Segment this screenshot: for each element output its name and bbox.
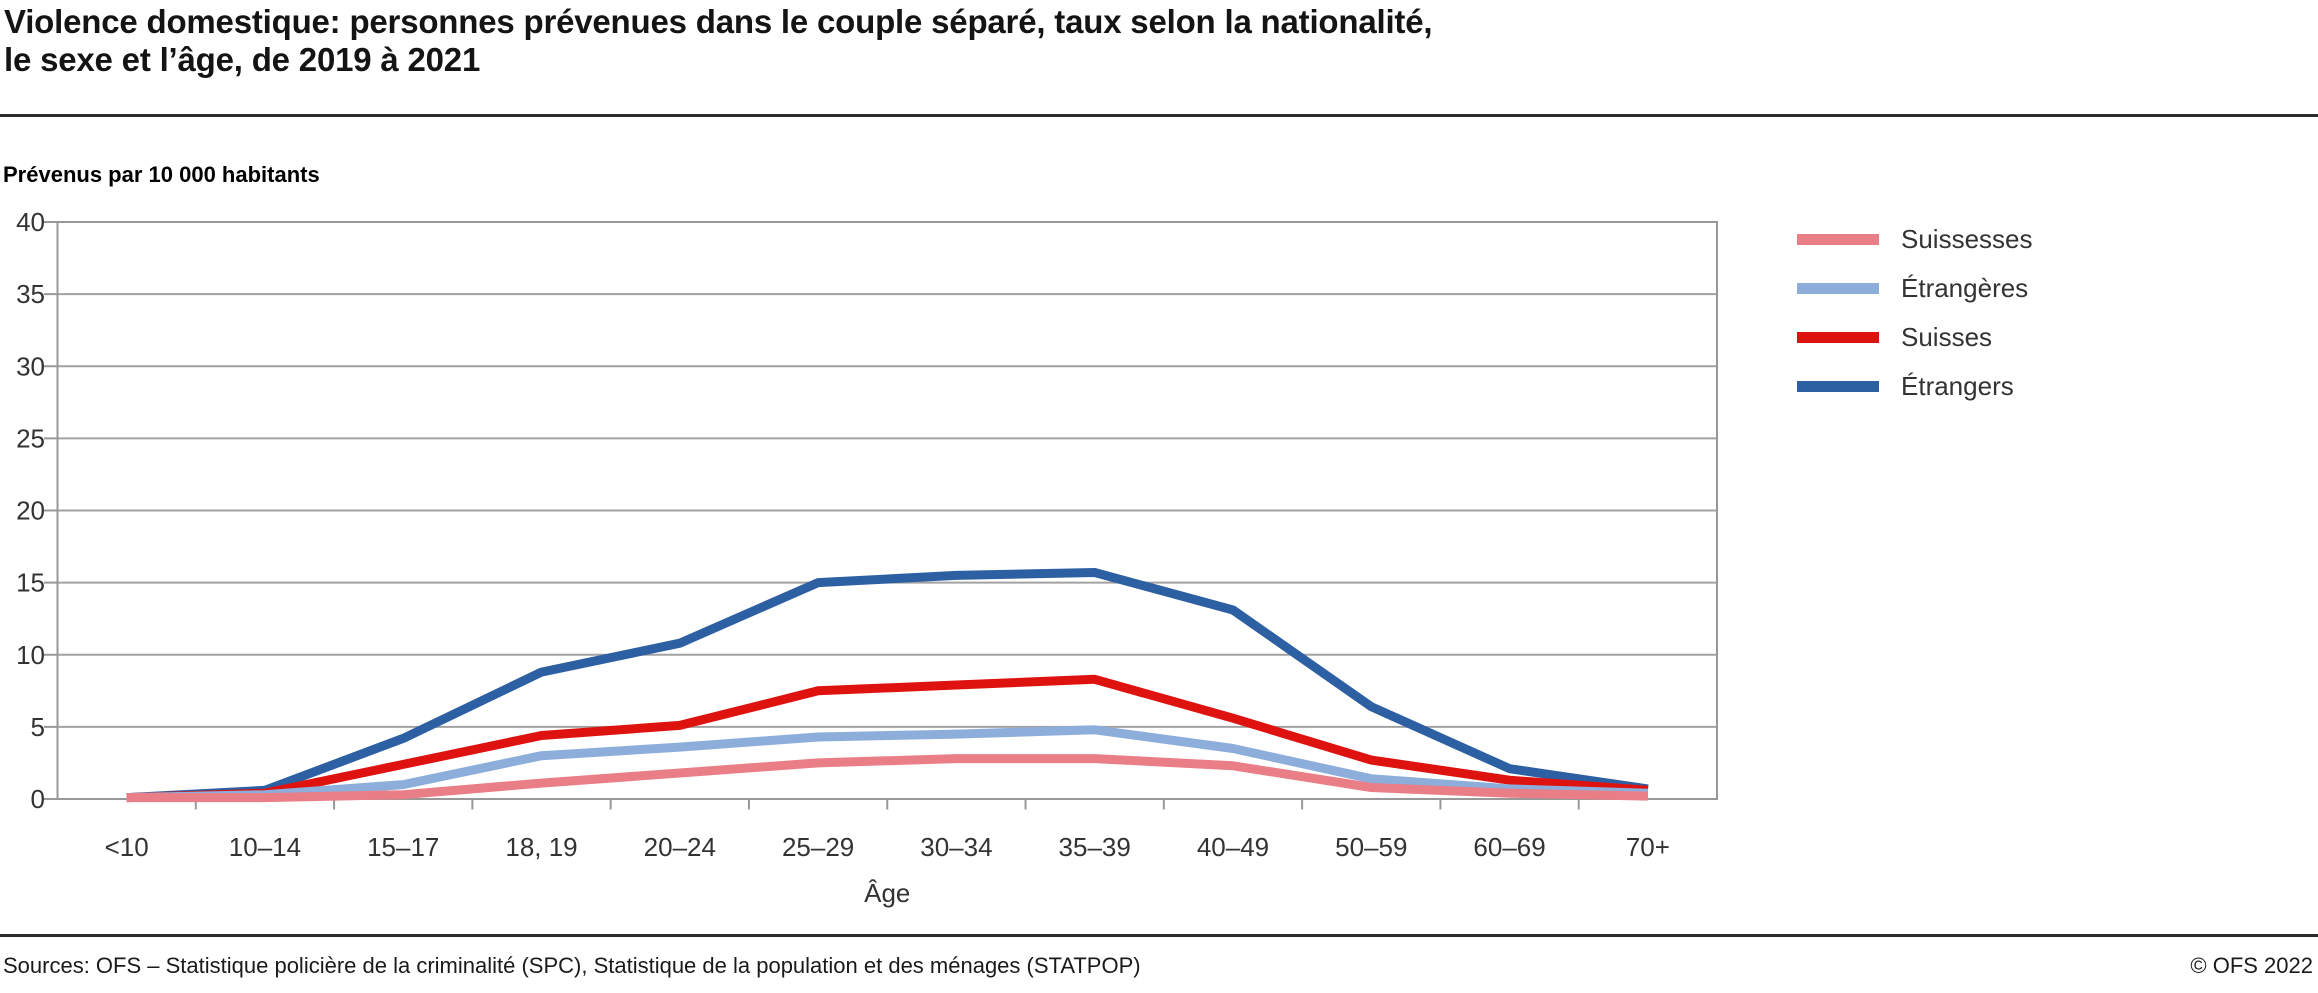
sources-text: Sources: OFS – Statistique policière de … — [3, 953, 1141, 978]
x-tick-label-1: 10–14 — [229, 832, 301, 862]
x-tick-label-4: 20–24 — [644, 832, 716, 862]
y-tick-label-10: 10 — [16, 640, 45, 670]
series-line-étrangères — [126, 725, 1649, 803]
x-tick-label-6: 30–34 — [920, 832, 992, 862]
legend-label: Suisses — [1901, 322, 1993, 352]
y-axis-unit-label: Prévenus par 10 000 habitants — [3, 162, 320, 187]
series-line-suissesses — [126, 754, 1648, 803]
series-line-suisses — [126, 674, 1649, 803]
y-tick-label-25: 25 — [16, 423, 45, 453]
copyright-text: © OFS 2022 — [2190, 953, 2313, 978]
legend-label: Étrangères — [1901, 273, 2029, 303]
y-tick-label-30: 30 — [16, 351, 45, 381]
legend-item-étrangers: Étrangers — [1797, 371, 2033, 401]
legend-label: Suissesses — [1901, 224, 2033, 254]
x-tick-label-2: 15–17 — [367, 832, 439, 862]
x-tick-label-7: 35–39 — [1059, 832, 1131, 862]
x-tick-label-5: 25–29 — [782, 832, 854, 862]
legend-swatch-icon — [1797, 283, 1879, 294]
chart-title: Violence domestique: personnes prévenues… — [4, 3, 1433, 78]
footer-separator — [0, 934, 2318, 937]
x-tick-label-3: 18, 19 — [505, 832, 577, 862]
y-tick-label-20: 20 — [16, 496, 45, 526]
title-separator — [0, 114, 2318, 117]
x-tick-label-11: 70+ — [1626, 832, 1670, 862]
x-tick-label-8: 40–49 — [1197, 832, 1269, 862]
y-tick-label-40: 40 — [16, 207, 45, 237]
x-tick-label-9: 50–59 — [1335, 832, 1407, 862]
x-axis-title: Âge — [864, 878, 910, 908]
series-line-étrangers — [126, 568, 1649, 803]
x-tick-label-10: 60–69 — [1473, 832, 1545, 862]
y-tick-label-5: 5 — [31, 712, 45, 742]
x-tick-label-0: <10 — [105, 832, 149, 862]
y-tick-label-35: 35 — [16, 279, 45, 309]
y-tick-label-0: 0 — [31, 784, 45, 814]
legend-label: Étrangers — [1901, 371, 2014, 401]
legend-swatch-icon — [1797, 381, 1879, 392]
y-tick-label-15: 15 — [16, 568, 45, 598]
legend-item-étrangères: Étrangères — [1797, 273, 2033, 303]
legend-item-suissesses: Suissesses — [1797, 224, 2033, 254]
legend-swatch-icon — [1797, 332, 1879, 343]
legend-swatch-icon — [1797, 234, 1879, 245]
legend: Suissesses Étrangères Suisses Étrangers — [1797, 224, 2033, 422]
legend-item-suisses: Suisses — [1797, 322, 2033, 352]
